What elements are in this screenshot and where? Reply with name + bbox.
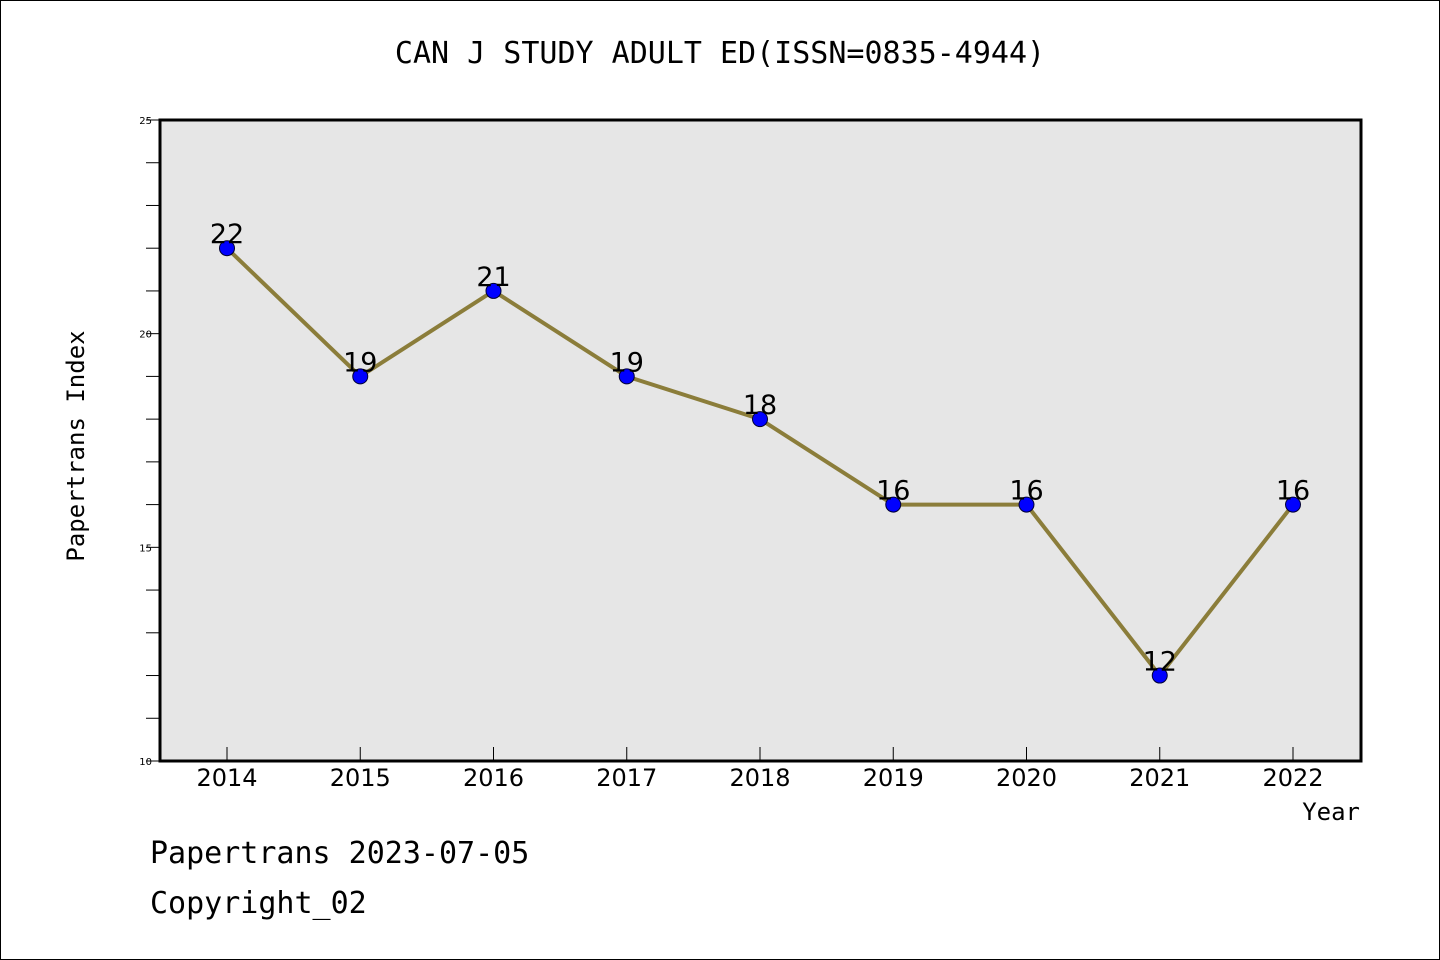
x-axis-ticks: 2014 2015 2016 2017 2018 2019 2020 2021 2022 xyxy=(196,747,1324,792)
data-label: 19 xyxy=(343,347,377,378)
y-axis-label: Papertrans Index xyxy=(62,330,90,561)
data-label: 16 xyxy=(1276,476,1310,507)
data-point xyxy=(219,240,235,257)
y-tick-label: 15 xyxy=(139,543,152,554)
x-tick-label: 2017 xyxy=(596,764,657,792)
y-axis-ticks: 10 15 20 25 xyxy=(139,116,160,768)
data-label: 12 xyxy=(1143,647,1177,678)
y-tick-label: 20 xyxy=(139,330,152,341)
data-point xyxy=(1018,496,1035,513)
x-tick-label: 2015 xyxy=(330,764,391,792)
x-tick-label: 2016 xyxy=(463,764,524,792)
data-markers xyxy=(219,240,1301,684)
chart-title: CAN J STUDY ADULT ED(ISSN=0835-4944) xyxy=(394,36,1046,71)
y-tick-label: 25 xyxy=(139,116,152,127)
x-tick-label: 2022 xyxy=(1262,764,1323,792)
data-point xyxy=(752,411,768,428)
x-axis-label: Year xyxy=(1302,798,1360,826)
data-point xyxy=(485,282,502,299)
data-labels: 22 19 21 19 18 16 16 12 16 xyxy=(210,219,1310,677)
plot-area xyxy=(158,118,1363,763)
data-label: 22 xyxy=(210,219,244,250)
data-label: 21 xyxy=(476,262,510,293)
data-label: 19 xyxy=(610,347,644,378)
x-tick-label: 2014 xyxy=(196,764,257,792)
data-point xyxy=(352,368,369,385)
x-tick-label: 2019 xyxy=(863,764,924,792)
x-tick-label: 2021 xyxy=(1129,764,1190,792)
data-point xyxy=(1151,667,1168,684)
x-tick-label: 2018 xyxy=(729,764,790,792)
y-tick-label: 10 xyxy=(139,757,152,768)
footer-source-date: Papertrans 2023-07-05 xyxy=(150,836,530,871)
data-label: 16 xyxy=(1009,476,1043,507)
x-tick-label: 2020 xyxy=(996,764,1057,792)
data-point xyxy=(885,496,902,513)
data-point xyxy=(618,368,635,385)
footer-copyright: Copyright_02 xyxy=(150,886,367,921)
data-label: 18 xyxy=(743,390,777,421)
data-point xyxy=(1285,496,1301,513)
data-label: 16 xyxy=(876,476,910,507)
